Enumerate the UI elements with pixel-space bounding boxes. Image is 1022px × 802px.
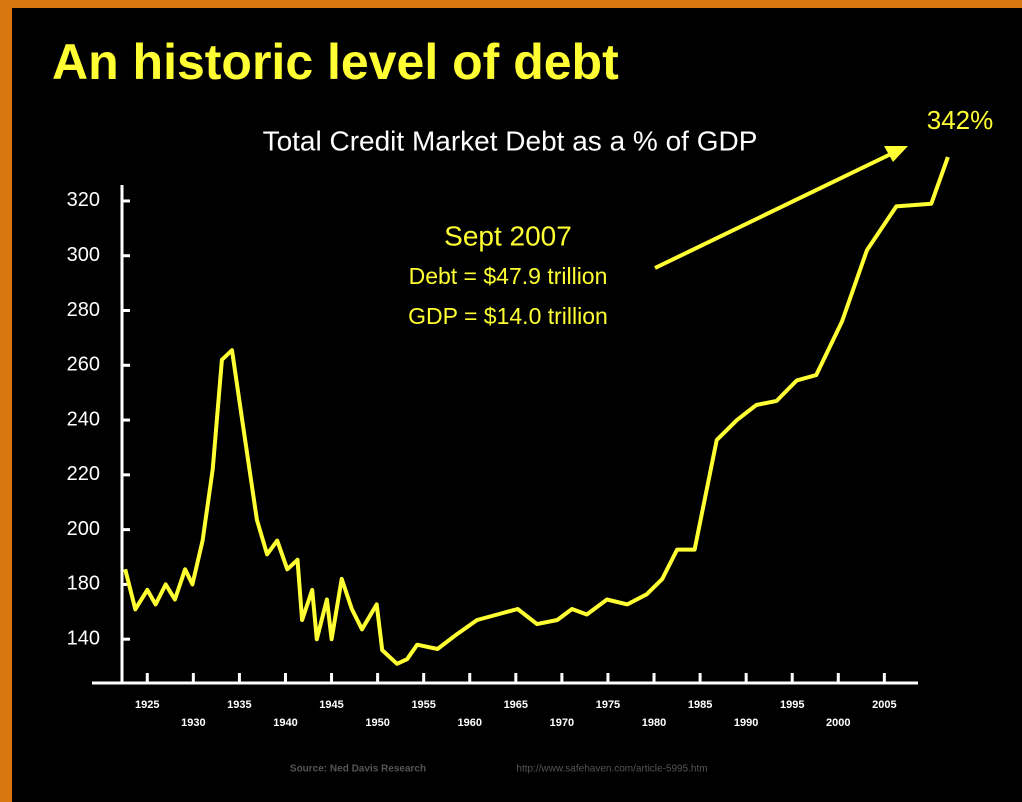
y-tick-label: 300 <box>67 244 100 266</box>
chart-subtitle: Total Credit Market Debt as a % of GDP <box>263 125 758 156</box>
x-tick-label: 1960 <box>458 717 482 729</box>
source: Source: Ned Davis Research <box>290 764 426 775</box>
chart-title: An historic level of debt <box>52 34 619 90</box>
y-tick-label: 140 <box>67 627 100 649</box>
arrow-head <box>884 146 908 162</box>
x-tick-label: 1955 <box>411 699 435 711</box>
y-tick-label: 280 <box>67 299 100 321</box>
x-tick-label: 1950 <box>365 717 389 729</box>
x-tick-label: 1940 <box>273 717 297 729</box>
annotation: 342% <box>927 105 994 135</box>
y-tick-label: 240 <box>67 408 100 430</box>
x-tick-label: 1935 <box>227 699 251 711</box>
x-tick-label: 1930 <box>181 717 205 729</box>
x-tick-label: 1975 <box>596 699 620 711</box>
x-tick-label: 1985 <box>688 699 712 711</box>
y-tick-label: 320 <box>67 189 100 211</box>
x-tick-label: 1995 <box>780 699 804 711</box>
x-tick-label: 1990 <box>734 717 758 729</box>
slide-background <box>12 8 1022 802</box>
x-tick-label: 2005 <box>872 699 896 711</box>
x-tick-label: 1925 <box>135 699 159 711</box>
y-tick-label: 200 <box>67 518 100 540</box>
data-line <box>123 156 950 666</box>
arrow-line <box>654 150 896 270</box>
y-tick-label: 220 <box>67 463 100 485</box>
x-tick-label: 2000 <box>826 717 850 729</box>
x-tick-label: 1970 <box>550 717 574 729</box>
x-tick-label: 1945 <box>319 699 343 711</box>
x-tick-label: 1965 <box>504 699 528 711</box>
source-url: http://www.safehaven.com/article-5995.ht… <box>516 764 707 775</box>
y-tick-label: 180 <box>67 573 100 595</box>
annotation: Sept 2007 <box>444 220 572 251</box>
x-tick-label: 1980 <box>642 717 666 729</box>
annotation: Debt = $47.9 trillion <box>409 263 608 289</box>
y-tick-label: 260 <box>67 354 100 376</box>
annotation: GDP = $14.0 trillion <box>408 303 608 329</box>
